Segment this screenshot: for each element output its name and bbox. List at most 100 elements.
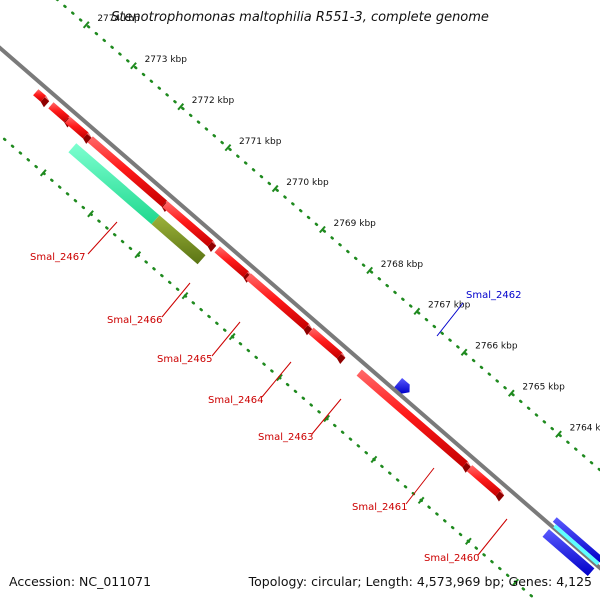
gene-feature (214, 246, 249, 278)
inner-scale-dot (340, 430, 345, 434)
kbp-label: 2768 kbp (381, 260, 424, 270)
gene-label-leader (311, 398, 342, 435)
highlight-gene-cyan (553, 524, 600, 566)
outer-scale-dot (503, 386, 507, 390)
outer-scale-dot (173, 100, 177, 104)
major-tick-outer (224, 143, 232, 152)
gene-label: Smal_2461 (352, 502, 407, 513)
outer-scale-dot (574, 447, 578, 451)
outer-scale-dot (361, 263, 366, 267)
outer-scale-dot (243, 161, 248, 165)
inner-scale-dot (167, 280, 172, 285)
outer-scale-dot (220, 140, 224, 145)
major-tick-inner (417, 496, 425, 505)
kbp-label: 2771 kbp (239, 137, 282, 147)
major-tick-outer (555, 430, 562, 438)
gene-feature (466, 465, 501, 497)
inner-scale-dot (293, 389, 298, 394)
accession-text: Accession: NC_011071 (9, 574, 152, 589)
genome-backbone (0, 45, 600, 571)
outer-scale-dot (267, 181, 272, 186)
outer-scale-dot (71, 11, 75, 15)
reverse-gene (552, 517, 600, 563)
outer-scale-dot (393, 290, 397, 295)
outer-scale-dot (63, 4, 67, 9)
outer-scale-dot (487, 372, 492, 376)
inner-scale-dot (207, 314, 211, 319)
outer-scale-dot (181, 106, 185, 111)
outer-scale-dot (338, 243, 342, 247)
gene-label: Smal_2464 (208, 395, 263, 406)
inner-scale-dot (144, 260, 148, 264)
inner-scale-dot (105, 226, 109, 230)
outer-scale-dot (550, 426, 554, 431)
inner-scale-dot (112, 233, 117, 237)
inner-scale-dot (435, 512, 439, 516)
outer-scale-dot (526, 406, 531, 410)
outer-scale-dot (196, 120, 201, 124)
kbp-label: 2772 kbp (192, 96, 235, 106)
outer-scale-dot (534, 413, 539, 417)
inner-scale-dot (505, 573, 510, 578)
gene-feature (162, 201, 213, 247)
gene-label: Smal_2466 (107, 315, 162, 326)
outer-scale-dot (408, 304, 413, 308)
inner-scale-dot (529, 594, 534, 598)
outer-scale-dot (94, 31, 99, 36)
outer-scale-dot (330, 236, 334, 240)
major-tick-outer (271, 184, 279, 193)
inner-scale-dot (403, 485, 408, 489)
outer-scale-dot (133, 65, 138, 70)
inner-scale-dot (348, 437, 353, 441)
inner-scale-dot (222, 328, 227, 332)
highlight-gene-cyan (68, 143, 160, 225)
major-tick-outer (460, 348, 468, 356)
outer-scale-dot (306, 215, 311, 220)
outer-scale-dot (424, 317, 429, 322)
outer-scale-dot (141, 72, 146, 77)
inner-scale-dot (65, 192, 70, 196)
outer-scale-dot (298, 209, 303, 213)
inner-scale-dot (395, 478, 400, 482)
inner-scale-dot (175, 287, 180, 291)
major-tick-inner (181, 291, 189, 300)
outer-scale-dot (204, 127, 209, 131)
major-tick-inner (323, 414, 331, 423)
outer-scale-dot (464, 352, 468, 356)
gene-label: Smal_2463 (258, 432, 313, 443)
kbp-label: 2773 kbp (145, 55, 188, 65)
gene-label: Smal_2462 (466, 290, 521, 301)
outer-scale-dot (566, 440, 570, 444)
reverse-gene (394, 378, 410, 394)
inner-scale-dot (50, 178, 54, 182)
gene-label: Smal_2465 (157, 354, 212, 365)
gene-labels-layer: Smal_2467 Smal_2466 Smal_2465 Smal_2464 Smal… (30, 221, 521, 564)
inner-scale-dot (120, 239, 125, 244)
outer-scale-dot (377, 277, 382, 281)
gene-label-leader (261, 361, 292, 398)
inner-scale-dot (270, 369, 274, 373)
gene-features-layer (33, 89, 600, 576)
inner-scale-dot (97, 219, 101, 223)
major-tick-outer (413, 307, 421, 316)
inner-scale-dot (160, 273, 164, 278)
inner-scale-dot (215, 321, 219, 325)
outer-scale-dot (165, 93, 169, 97)
outer-scale-dot (126, 59, 130, 63)
inner-scale-dot (356, 444, 361, 448)
gene-label-leader (436, 302, 464, 337)
outer-scale-dot (275, 188, 279, 192)
reverse-gene (542, 529, 595, 576)
gene-label-leader (161, 282, 191, 318)
outer-scale-dot (291, 202, 295, 206)
outer-scale-dot (385, 283, 389, 288)
major-tick-inner (228, 332, 236, 341)
outer-scale-dot (102, 38, 106, 43)
outer-scale-dot (322, 229, 327, 233)
gene-feature (245, 273, 309, 330)
inner-scale-dot (238, 342, 243, 346)
inner-scale-dot (427, 505, 431, 509)
inner-scale-dot (26, 158, 31, 162)
outer-scale-dot (558, 433, 562, 438)
major-tick-inner (134, 251, 142, 259)
